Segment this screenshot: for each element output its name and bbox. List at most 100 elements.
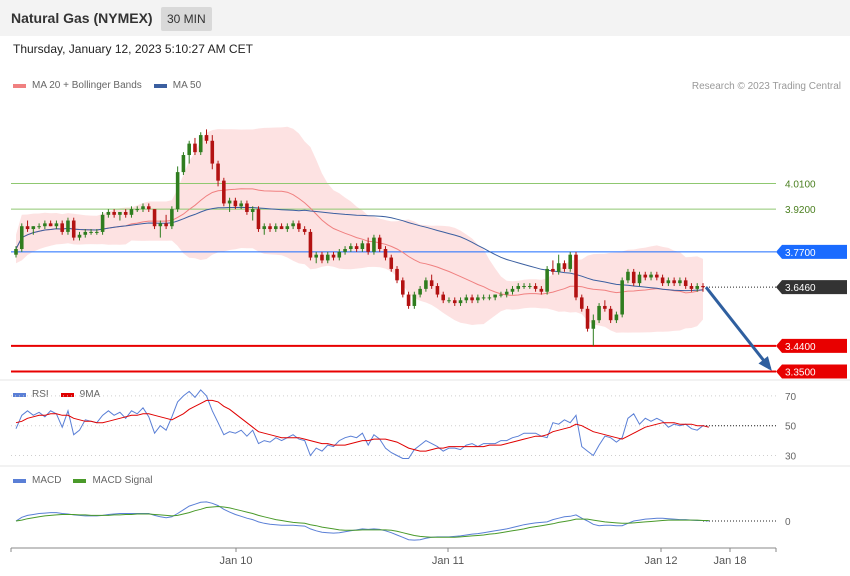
legend-macd: MACD: [13, 475, 61, 486]
candle-body: [314, 254, 318, 258]
x-tick-label: Jan 10: [219, 555, 252, 567]
projection-arrow-head: [758, 356, 772, 371]
candle-body: [343, 249, 347, 252]
legend-rsi-label: RSI: [32, 389, 49, 400]
candle-body: [678, 280, 682, 284]
candle-body: [210, 140, 215, 164]
candle-body: [435, 286, 440, 295]
candle-body: [245, 203, 249, 212]
ma50-swatch: [153, 83, 167, 88]
candle-body: [556, 263, 561, 272]
candle-body: [100, 214, 105, 232]
candle: [643, 271, 648, 281]
candle: [152, 209, 157, 230]
candle: [343, 246, 347, 255]
candle: [268, 223, 272, 232]
macd-panel: 0: [15, 501, 791, 541]
bollinger-band-area: [16, 126, 703, 333]
rsi-line: [15, 389, 709, 459]
legend-rsi-ma-label: 9MA: [79, 389, 101, 400]
macd-legend: MACD MACD Signal: [13, 475, 164, 486]
candle: [25, 220, 30, 232]
candle: [389, 254, 394, 272]
level-label-4: 3.4400: [785, 342, 816, 353]
candle: [470, 294, 474, 304]
candle: [274, 223, 278, 232]
candle: [118, 211, 122, 221]
candle: [66, 217, 70, 235]
candle: [620, 277, 624, 318]
candle-body: [655, 274, 659, 278]
candle: [516, 283, 521, 292]
candle: [372, 234, 376, 255]
candle: [678, 277, 682, 287]
candle: [48, 220, 53, 227]
candle: [250, 206, 255, 221]
candle-body: [83, 231, 88, 235]
candle-body: [672, 280, 676, 284]
candle: [100, 211, 105, 235]
candle-body: [320, 254, 324, 261]
candle: [279, 223, 284, 230]
candle-body: [481, 297, 486, 299]
candle-body: [377, 237, 382, 249]
candle-body: [383, 249, 388, 258]
candle: [60, 220, 64, 235]
candle: [198, 132, 203, 156]
candle: [522, 283, 526, 289]
rsi-tick-label: 30: [785, 452, 797, 463]
bollinger-band: [16, 126, 703, 333]
candle: [476, 294, 480, 304]
candle-body: [112, 211, 116, 215]
candle: [349, 243, 353, 252]
candle: [123, 209, 128, 218]
candle: [302, 226, 307, 235]
candle: [54, 220, 59, 230]
candle: [112, 209, 116, 218]
candle-body: [77, 234, 82, 238]
candle-body: [614, 314, 619, 321]
candle-body: [135, 209, 140, 211]
candle: [233, 197, 238, 210]
candle: [585, 305, 590, 332]
projection-arrow: [704, 286, 772, 371]
macd-swatch: [13, 478, 26, 483]
x-tick-label: Jan 12: [644, 555, 677, 567]
candle-body: [401, 280, 405, 295]
level-label-3: 3.6460: [785, 283, 816, 294]
candle: [672, 277, 676, 287]
candle: [187, 140, 191, 164]
candle-body: [37, 226, 41, 228]
price-levels: [11, 183, 776, 373]
candle: [210, 135, 215, 170]
legend-ma50: MA 50: [153, 80, 202, 91]
candle-body: [597, 305, 601, 321]
macd-line: [15, 501, 709, 541]
candle-body: [493, 294, 497, 298]
candle: [631, 268, 636, 287]
level-label-bg-3: [776, 280, 847, 295]
candle-body: [643, 274, 648, 278]
candle-body: [141, 206, 145, 210]
ma50-line: [15, 206, 704, 292]
candle-body: [620, 280, 624, 315]
candle: [603, 300, 607, 312]
price-legend: MA 20 + Bollinger Bands MA 50: [13, 80, 213, 91]
legend-ma50-label: MA 50: [172, 80, 202, 91]
candle-body: [574, 254, 578, 298]
candle: [256, 206, 261, 232]
candle-body: [510, 288, 515, 292]
candle: [608, 305, 613, 324]
interval-badge[interactable]: 30 MIN: [161, 7, 212, 31]
candle: [689, 283, 694, 292]
candle-body: [487, 297, 492, 299]
candle: [366, 237, 370, 255]
candle: [297, 220, 301, 232]
candle-body: [464, 297, 469, 301]
candle: [354, 243, 359, 252]
candle: [308, 229, 313, 261]
candle-body: [222, 180, 226, 204]
candle: [395, 266, 399, 284]
candle: [424, 277, 428, 292]
